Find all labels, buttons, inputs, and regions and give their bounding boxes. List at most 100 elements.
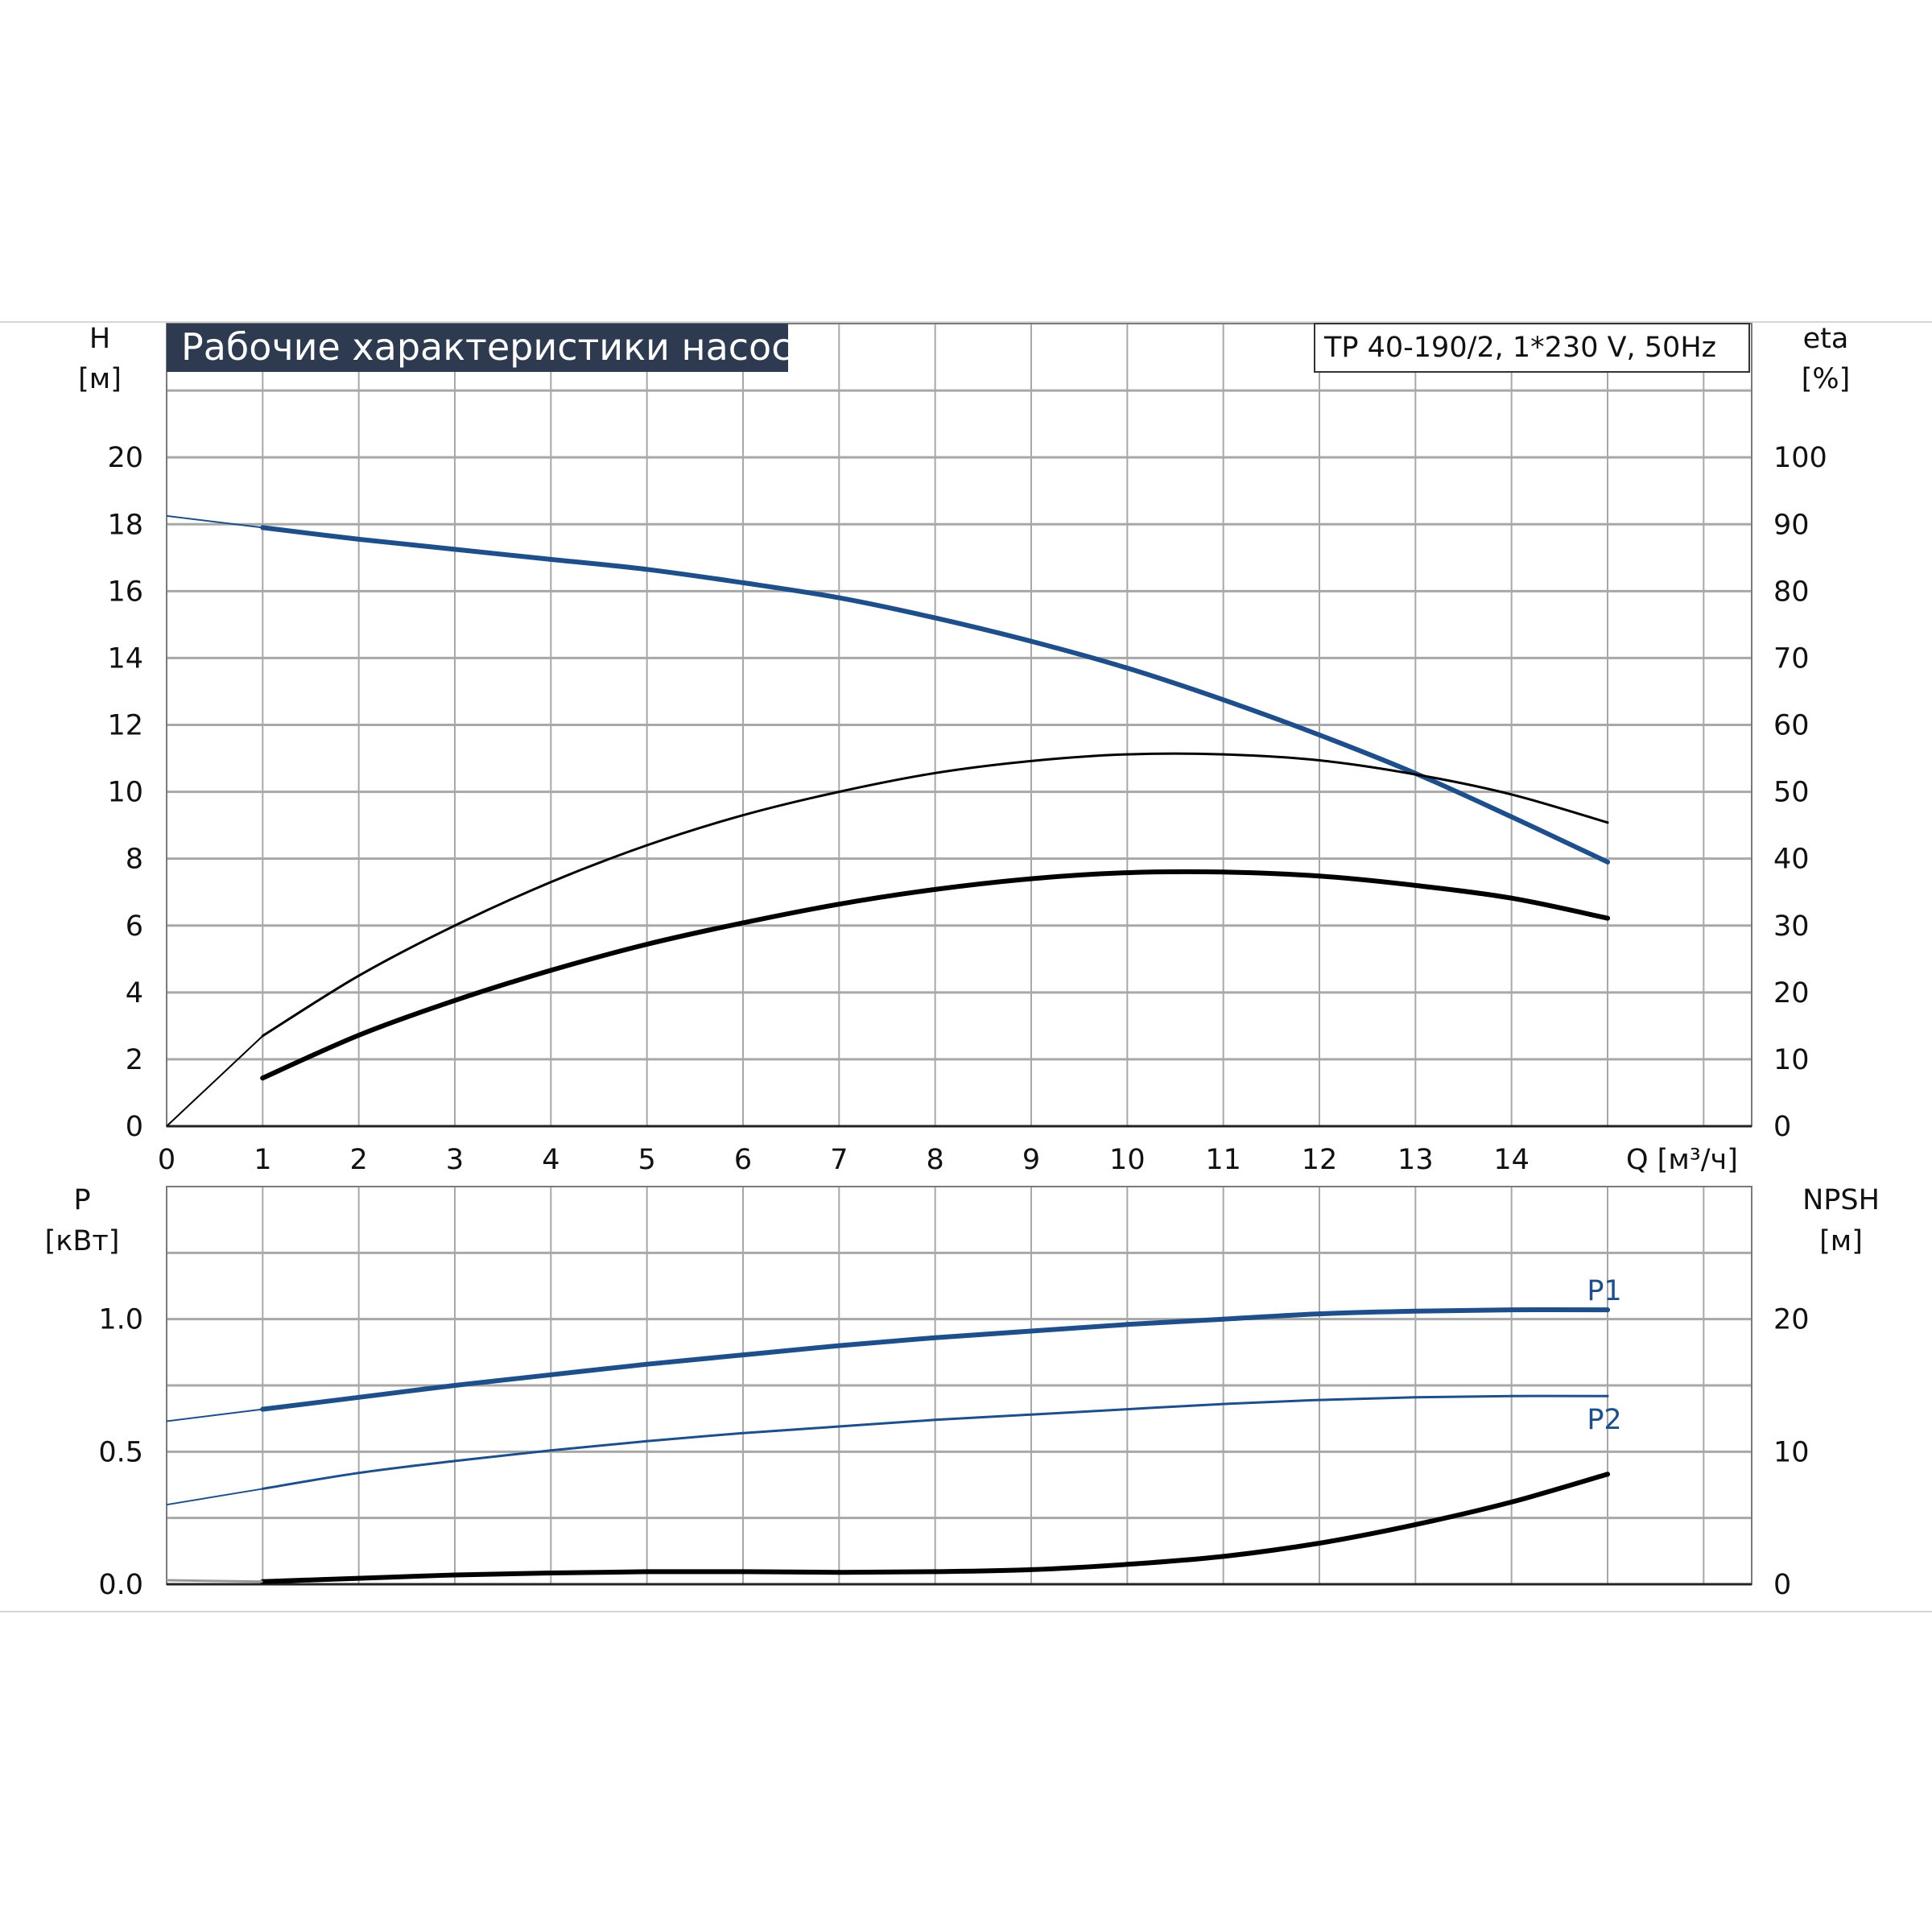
data-point-npsh-2 (836, 1570, 842, 1575)
data-point-eta-1 (1318, 759, 1321, 762)
y-tick-label: 0 (126, 1111, 143, 1143)
npsh-axis-title: NPSH (1802, 1184, 1880, 1216)
data-point-eta-1 (646, 844, 649, 847)
data-point-p2 (1125, 1408, 1129, 1411)
top-panel-series (166, 514, 1610, 1127)
data-point-p1 (1220, 1316, 1226, 1322)
data-point-p1 (1317, 1311, 1322, 1317)
data-point-p2 (549, 1449, 552, 1452)
data-point-npsh-2 (452, 1572, 457, 1578)
data-point-p2 (934, 1418, 937, 1422)
y-tick-label: 60 (1773, 710, 1810, 742)
series-line-eta-2 (260, 869, 1610, 1081)
series-label-p2: P2 (1587, 1404, 1621, 1436)
series-line-h-0 (260, 525, 1610, 865)
x-tick-label: 7 (830, 1144, 848, 1176)
x-tick-label: 9 (1022, 1144, 1040, 1176)
data-point-npsh-2 (1605, 1472, 1610, 1477)
series-extension-p1 (166, 1408, 263, 1422)
data-point-eta-2 (932, 886, 938, 892)
y-tick-label: 1.0 (98, 1304, 143, 1336)
chart-title-box (167, 324, 788, 372)
data-point-p1 (260, 1406, 266, 1412)
bottom-panel-grid (167, 1187, 1752, 1584)
x-tick-label: 12 (1302, 1144, 1338, 1176)
head-axis-tick-labels: 0 2 4 6 8 10 12 14 16 18 20 (107, 442, 143, 1143)
data-point-eta-1 (1510, 793, 1513, 796)
npsh-axis-unit: [м] (1819, 1225, 1863, 1257)
x-tick-label: 10 (1109, 1144, 1146, 1176)
y-tick-label: 6 (126, 910, 143, 943)
y-tick-label: 20 (1773, 1304, 1810, 1336)
data-point-eta-2 (548, 968, 554, 973)
y-tick-label: 20 (1773, 977, 1810, 1009)
y-tick-label: 16 (107, 576, 143, 608)
y-tick-label: 20 (107, 442, 143, 474)
y-tick-label: 100 (1773, 442, 1827, 474)
data-point-h-0 (548, 556, 554, 562)
data-point-eta-1 (453, 924, 456, 927)
data-point-h-0 (644, 567, 650, 572)
x-tick-label: 4 (542, 1144, 559, 1176)
data-point-h-0 (1125, 665, 1130, 671)
data-point-eta-2 (452, 997, 457, 1003)
data-point-h-0 (836, 595, 842, 601)
data-point-npsh-2 (741, 1569, 745, 1575)
bottom-panel-series (166, 1307, 1610, 1584)
data-point-eta-2 (644, 942, 650, 947)
data-point-npsh-2 (644, 1569, 650, 1575)
y-tick-label: 14 (107, 642, 143, 675)
y-tick-label: 2 (126, 1044, 143, 1076)
data-point-p2 (741, 1431, 745, 1435)
data-point-h-0 (932, 615, 938, 621)
y-tick-label: 10 (107, 777, 143, 809)
data-point-p2 (261, 1487, 264, 1490)
y-tick-label: 70 (1773, 642, 1810, 675)
y-tick-label: 30 (1773, 910, 1810, 943)
y-tick-label: 0 (1773, 1111, 1791, 1143)
data-point-p2 (1414, 1396, 1417, 1399)
data-point-p1 (1029, 1328, 1034, 1334)
series-extension-eta-1 (166, 1035, 264, 1127)
head-axis-unit: [м] (78, 363, 122, 395)
y-tick-label: 12 (107, 710, 143, 742)
power-axis-unit: [кВт] (45, 1225, 120, 1257)
y-tick-label: 8 (126, 844, 143, 876)
data-point-h-0 (1317, 732, 1322, 737)
data-point-eta-2 (1413, 882, 1418, 888)
x-tick-label: 8 (927, 1144, 944, 1176)
data-point-p2 (357, 1472, 361, 1475)
data-point-p2 (837, 1425, 840, 1428)
data-point-p1 (1413, 1308, 1418, 1314)
data-point-h-0 (1029, 638, 1034, 644)
data-point-eta-1 (357, 974, 361, 977)
model-label-box (1314, 323, 1750, 373)
y-tick-label: 0.5 (98, 1436, 143, 1468)
data-point-p2 (1606, 1394, 1609, 1397)
data-point-npsh-2 (1220, 1554, 1226, 1559)
data-point-p2 (453, 1459, 456, 1463)
data-point-h-0 (741, 580, 745, 585)
data-point-eta-2 (1317, 873, 1322, 879)
y-tick-label: 40 (1773, 844, 1810, 876)
series-extension-p2 (166, 1488, 263, 1506)
data-point-npsh-2 (356, 1575, 361, 1581)
x-tick-label: 2 (350, 1144, 368, 1176)
data-point-eta-2 (356, 1033, 361, 1038)
data-point-p1 (1605, 1307, 1610, 1313)
y-tick-label: 18 (107, 509, 143, 541)
data-point-p2 (1318, 1398, 1321, 1402)
data-point-h-0 (452, 547, 457, 552)
top-x-tick-labels: 0 1 2 3 4 5 6 7 8 9 10 11 12 13 14 (158, 1144, 1530, 1176)
data-point-p1 (741, 1352, 745, 1358)
head-axis-title: H (89, 323, 110, 355)
data-point-h-0 (1509, 814, 1514, 819)
y-tick-label: 10 (1773, 1436, 1810, 1468)
data-point-p2 (1222, 1402, 1225, 1406)
data-point-p1 (548, 1372, 554, 1377)
y-tick-label: 4 (126, 977, 143, 1009)
y-tick-label: 90 (1773, 509, 1810, 541)
series-extension-h-0 (166, 514, 263, 529)
data-point-eta-2 (1029, 876, 1034, 881)
data-point-eta-1 (934, 771, 937, 774)
